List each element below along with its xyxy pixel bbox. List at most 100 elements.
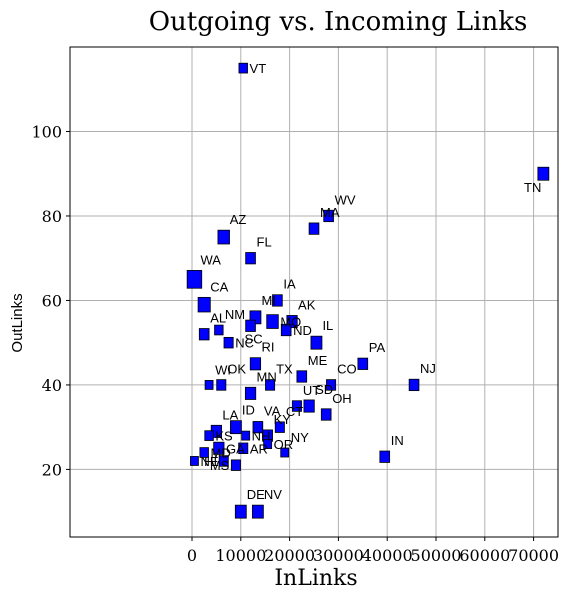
y-tick-label: 80: [42, 207, 62, 226]
point-label-oh: OH: [332, 391, 352, 406]
data-point-va: [252, 421, 264, 434]
point-label-pa: PA: [369, 340, 386, 355]
x-tick-label: 10000: [215, 546, 266, 565]
point-label-tn: TN: [524, 180, 541, 195]
data-point-fl: [245, 252, 256, 265]
data-point-ct: [274, 421, 285, 433]
data-point-co: [326, 379, 337, 391]
point-label-al: AL: [210, 311, 226, 326]
point-label-ms: MS: [210, 458, 230, 473]
data-point-me: [296, 370, 308, 383]
y-tick-label: 60: [42, 291, 62, 310]
point-label-sd: SD: [315, 382, 333, 397]
data-point-ok: [216, 379, 227, 391]
data-point-ms: [230, 459, 241, 471]
point-label-de: DE: [247, 487, 265, 502]
point-label-ca: CA: [210, 279, 228, 294]
point-label-mn: MN: [257, 369, 277, 384]
data-point-ca: [197, 296, 211, 313]
point-label-nh: NH: [252, 429, 271, 444]
data-point-ma: [308, 222, 320, 235]
data-point-al: [198, 328, 210, 341]
point-label-mo: MO: [280, 315, 301, 330]
point-label-la: LA: [222, 407, 238, 422]
point-label-wa: WA: [200, 252, 221, 267]
point-label-sc: SC: [245, 331, 263, 346]
point-label-ne: NE: [200, 454, 218, 469]
y-axis-ticks: 20 40 60 80 100: [31, 122, 70, 479]
data-point-sc: [245, 319, 256, 332]
point-label-mi: MI: [261, 293, 275, 308]
x-tick-label: 70000: [508, 546, 559, 565]
data-point-nv: [251, 504, 264, 519]
plot-frame: [69, 46, 559, 538]
data-point-oh: [320, 408, 332, 421]
data-point-ga: [213, 441, 225, 455]
point-label-tx: TX: [276, 362, 293, 377]
data-point-tn: [537, 166, 550, 181]
point-label-ct: CT: [286, 404, 303, 419]
point-label-nm: NM: [225, 307, 245, 322]
data-point-ia: [272, 294, 283, 307]
x-tick-label: 60000: [459, 546, 510, 565]
point-label-il: IL: [322, 318, 333, 333]
point-label-me: ME: [308, 353, 328, 368]
point-label-ks: KS: [215, 429, 233, 444]
x-tick-label: 40000: [362, 546, 413, 565]
data-point-de: [234, 504, 247, 519]
point-label-fl: FL: [257, 235, 272, 250]
point-label-co: CO: [337, 362, 357, 377]
x-tick-label: 30000: [313, 546, 364, 565]
data-point-vt: [238, 62, 248, 74]
point-label-vt: VT: [250, 61, 267, 76]
point-label-ok: OK: [227, 362, 246, 377]
point-label-md: MD: [211, 446, 231, 461]
point-label-ri: RI: [261, 340, 274, 355]
point-label-id: ID: [242, 403, 255, 418]
data-point-md: [199, 447, 209, 458]
x-tick-label: 0: [187, 546, 197, 565]
data-point-nm: [214, 324, 224, 336]
x-tick-label: 50000: [411, 546, 462, 565]
data-point-tx: [265, 379, 276, 391]
point-label-ut: UT: [303, 383, 320, 398]
point-label-or: OR: [274, 437, 294, 452]
data-point-sd: [303, 399, 315, 413]
data-point-wi: [204, 380, 214, 390]
data-point-nd: [280, 323, 292, 337]
point-label-ak: AK: [298, 297, 316, 312]
data-point-nc: [223, 336, 234, 349]
point-label-nj: NJ: [420, 361, 436, 376]
point-label-az: AZ: [230, 212, 247, 227]
data-point-wa: [186, 270, 203, 289]
y-tick-label: 40: [42, 376, 62, 395]
data-point-ut: [291, 400, 302, 412]
point-label-hi: HI: [204, 454, 217, 469]
data-point-ri: [249, 357, 262, 371]
data-points: [186, 62, 550, 519]
point-label-nc: NC: [235, 336, 254, 351]
data-point-ny: [280, 447, 290, 458]
point-label-in: IN: [391, 433, 404, 448]
data-point-hi: [218, 455, 229, 467]
grid: [70, 47, 558, 537]
data-point-ak: [286, 315, 298, 329]
data-point-wv: [323, 209, 334, 223]
data-point-id: [230, 420, 242, 435]
point-label-wv: WV: [335, 192, 356, 207]
point-label-wi: WI: [215, 362, 231, 377]
y-tick-label: 100: [31, 122, 62, 141]
data-point-pa: [357, 357, 369, 370]
data-point-nh: [241, 430, 251, 441]
chart-title: Outgoing vs. Incoming Links: [149, 7, 528, 37]
data-point-ar: [238, 442, 249, 454]
data-point-in: [379, 450, 391, 463]
data-point-mn: [244, 386, 257, 400]
x-tick-label: 20000: [264, 546, 315, 565]
x-axis-label: InLinks: [274, 566, 357, 591]
data-point-il: [310, 335, 323, 350]
data-point-ne: [190, 456, 199, 466]
